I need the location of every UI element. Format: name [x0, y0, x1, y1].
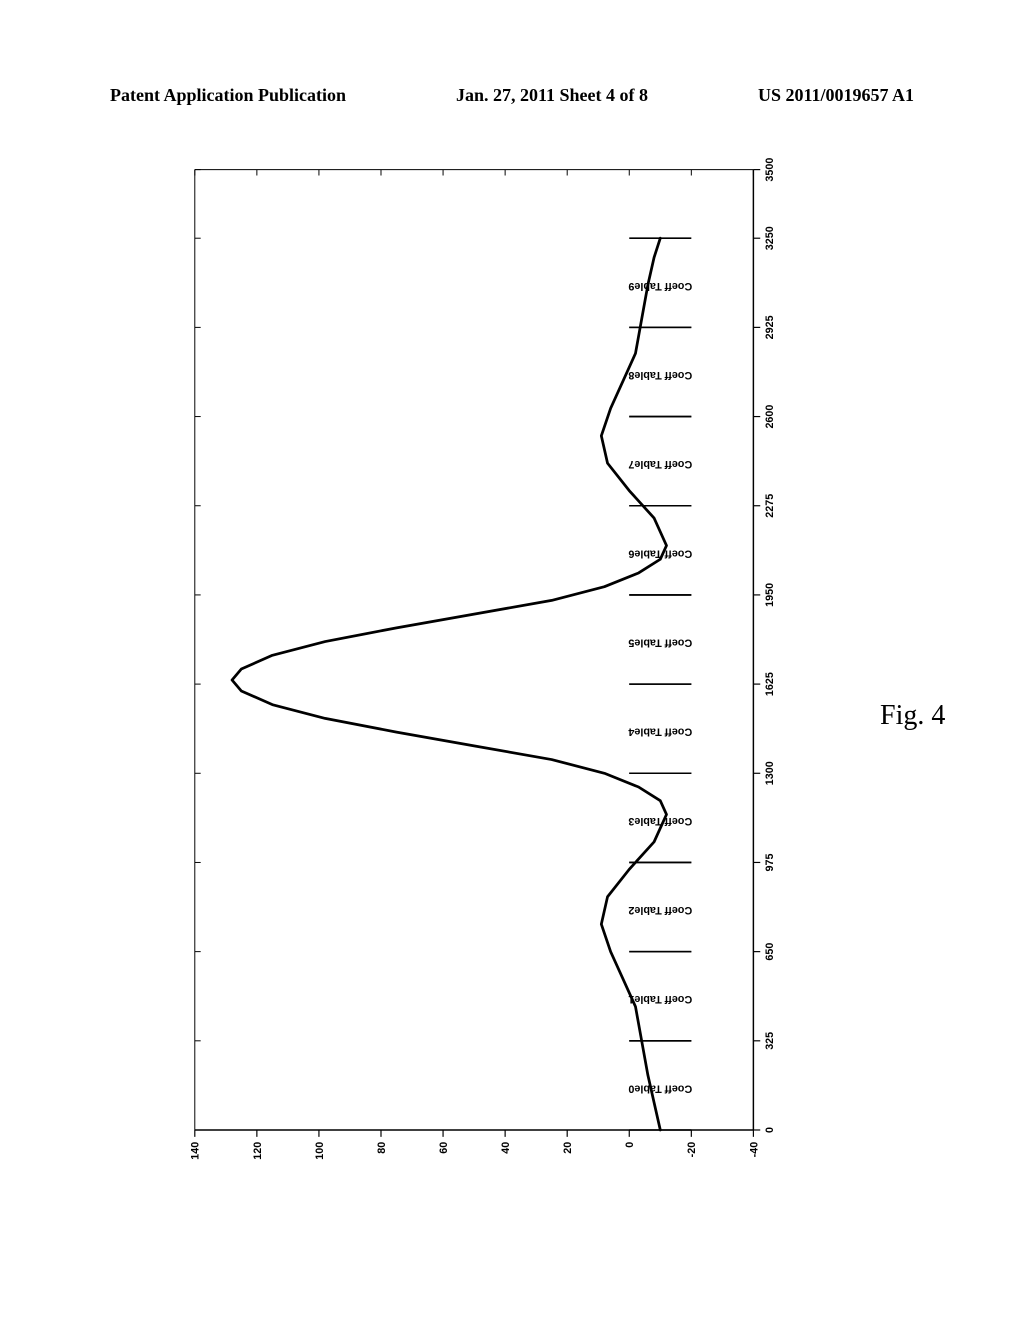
svg-text:Coeff Table2: Coeff Table2: [628, 904, 692, 916]
svg-text:325: 325: [764, 1032, 776, 1050]
svg-text:3500: 3500: [764, 158, 776, 182]
page-header: Patent Application Publication Jan. 27, …: [0, 85, 1024, 106]
svg-text:0: 0: [764, 1127, 776, 1133]
svg-text:100: 100: [314, 1142, 326, 1160]
header-left: Patent Application Publication: [110, 85, 346, 106]
header-right: US 2011/0019657 A1: [758, 85, 914, 106]
svg-text:1625: 1625: [764, 672, 776, 696]
svg-text:Coeff Table1: Coeff Table1: [628, 993, 692, 1005]
figure-caption: Fig. 4: [880, 700, 945, 732]
svg-text:975: 975: [764, 853, 776, 871]
header-center: Jan. 27, 2011 Sheet 4 of 8: [456, 85, 648, 106]
svg-text:Coeff Table4: Coeff Table4: [628, 726, 692, 738]
svg-text:Coeff Table8: Coeff Table8: [628, 369, 692, 381]
svg-text:2275: 2275: [764, 494, 776, 518]
svg-text:2925: 2925: [764, 315, 776, 339]
svg-text:80: 80: [376, 1142, 388, 1154]
svg-text:Coeff Table0: Coeff Table0: [628, 1082, 692, 1094]
svg-text:-40: -40: [748, 1142, 760, 1158]
svg-text:-20: -20: [686, 1142, 698, 1158]
svg-text:20: 20: [562, 1142, 574, 1154]
svg-text:1950: 1950: [764, 583, 776, 607]
figure-4: 0 325 650 975 1300 1625 1950 2275 2600 2925 3250 35…: [185, 150, 865, 1190]
svg-text:Coeff Table9: Coeff Table9: [628, 280, 692, 292]
svg-text:140: 140: [190, 1142, 202, 1160]
svg-text:40: 40: [500, 1142, 512, 1154]
chart-svg: 0 325 650 975 1300 1625 1950 2275 2600 2925 3250 35…: [185, 150, 812, 1189]
svg-text:2600: 2600: [764, 405, 776, 429]
svg-text:650: 650: [764, 943, 776, 961]
svg-text:Coeff Table5: Coeff Table5: [628, 637, 692, 649]
svg-text:60: 60: [438, 1142, 450, 1154]
svg-text:0: 0: [624, 1142, 636, 1148]
svg-text:3250: 3250: [764, 226, 776, 250]
svg-text:120: 120: [252, 1142, 264, 1160]
svg-text:Coeff Table7: Coeff Table7: [628, 458, 692, 470]
svg-text:1300: 1300: [764, 761, 776, 785]
